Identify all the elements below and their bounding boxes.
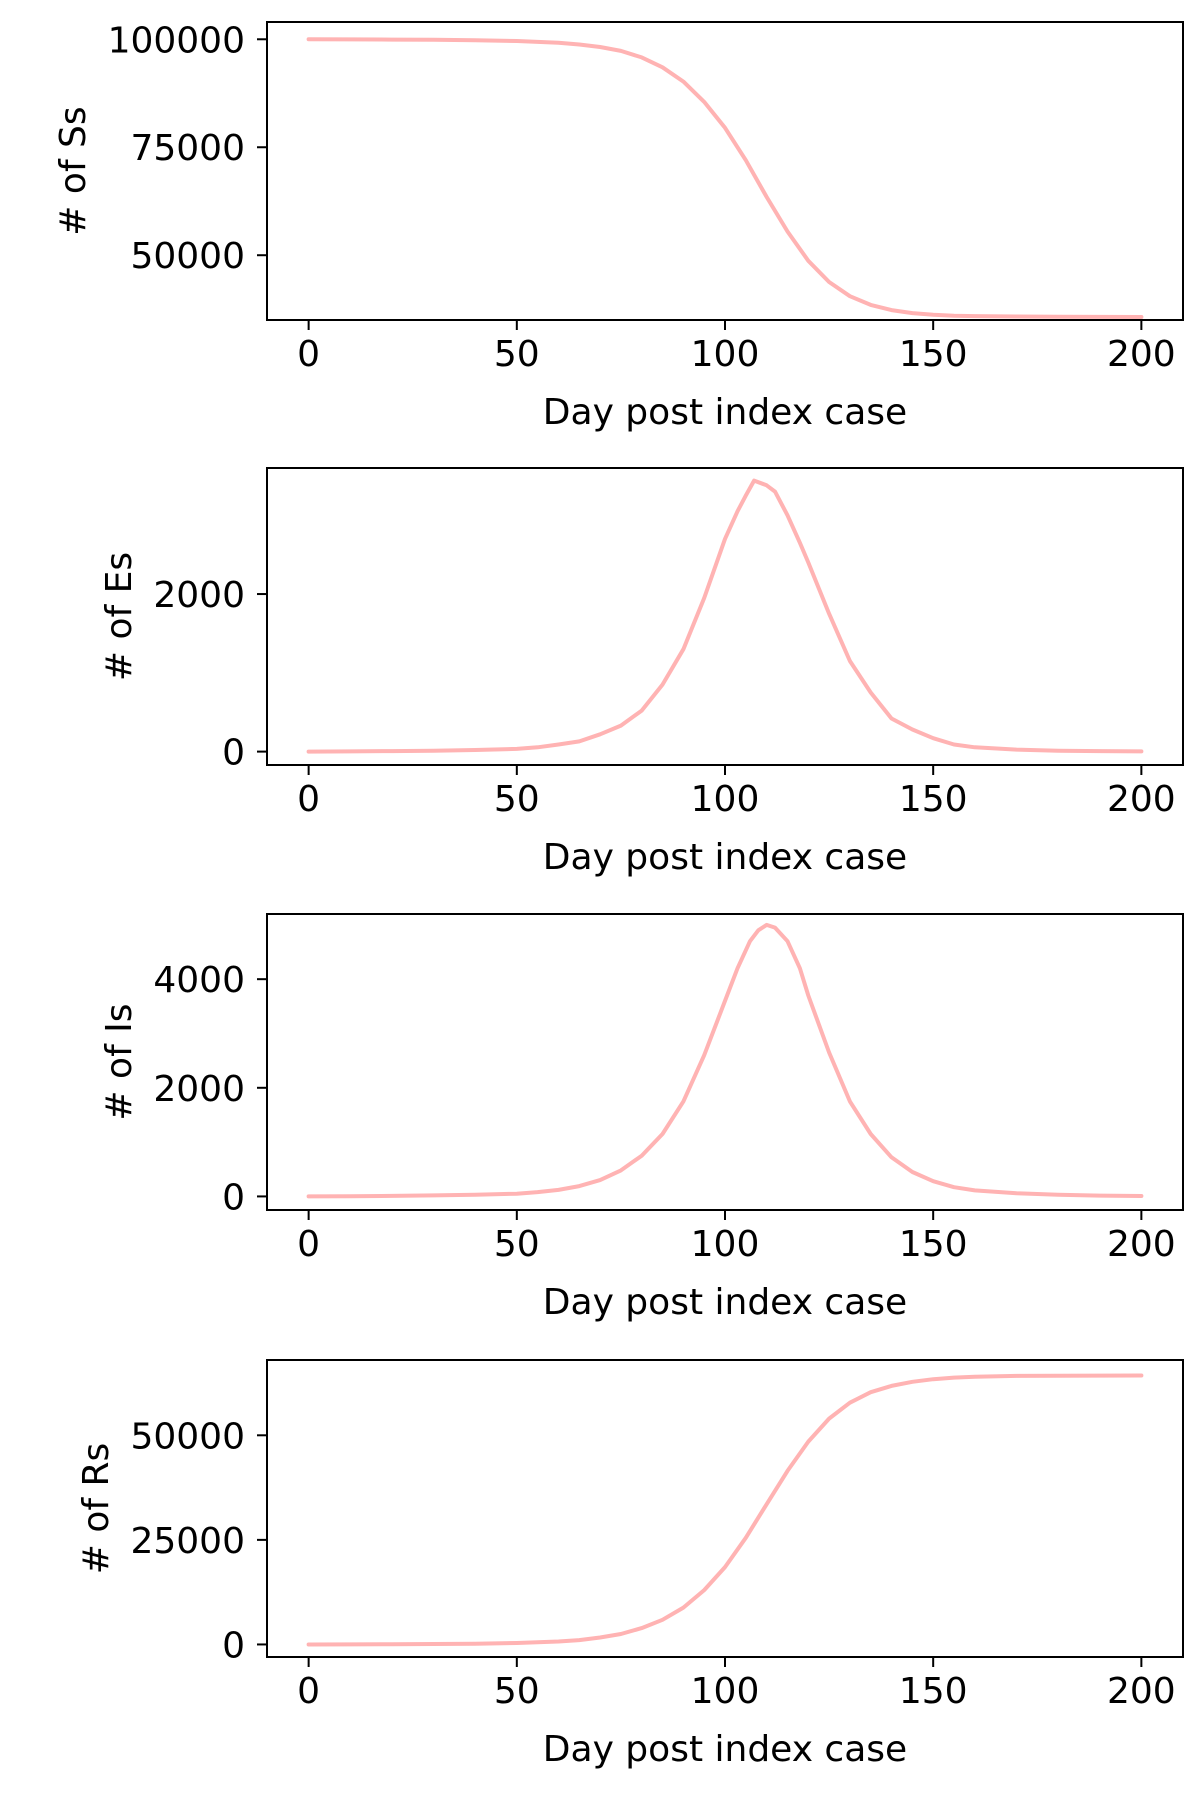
x-tick-label: 200 — [1107, 1671, 1176, 1712]
panel-1: 0 50 100 150 200 50000 75000 100000 Day post ind… — [53, 20, 1184, 433]
y-tick-label: 25000 — [130, 1521, 245, 1562]
x-tick-label: 150 — [899, 1671, 968, 1712]
x-tick-label: 0 — [297, 779, 320, 820]
panel-4: 0 50 100 150 200 0 25000 50000 Day post index ca… — [76, 1359, 1184, 1770]
plot-frame — [266, 1359, 1184, 1658]
plot-frame — [266, 467, 1184, 766]
series-line — [306, 478, 1144, 754]
y-axis-label: # of Es — [99, 552, 140, 681]
x-tick-label: 100 — [691, 1224, 760, 1265]
x-tick-label: 100 — [691, 779, 760, 820]
y-axis-label: # of Ss — [53, 106, 94, 235]
x-axis-label: Day post index case — [543, 837, 907, 878]
x-tick-label: 50 — [494, 1224, 540, 1265]
x-tick-label: 50 — [494, 1671, 540, 1712]
series-line — [306, 37, 1144, 319]
y-tick-label: 0 — [222, 1625, 245, 1666]
y-tick-label: 4000 — [153, 960, 245, 1001]
x-tick-label: 50 — [494, 779, 540, 820]
y-tick-label: 2000 — [153, 1069, 245, 1110]
plot-frame — [266, 913, 1184, 1211]
x-tick-label: 200 — [1107, 1224, 1176, 1265]
x-tick-label: 200 — [1107, 779, 1176, 820]
y-tick-label: 100000 — [108, 20, 245, 61]
y-axis-label: # of Is — [99, 1003, 140, 1120]
x-tick-label: 200 — [1107, 334, 1176, 375]
y-tick-label: 75000 — [130, 128, 245, 169]
x-tick-label: 100 — [691, 334, 760, 375]
y-tick-label: 0 — [222, 733, 245, 774]
x-tick-label: 0 — [297, 1224, 320, 1265]
y-tick-label: 50000 — [130, 1416, 245, 1457]
x-axis-label: Day post index case — [543, 1729, 907, 1770]
y-axis-label: # of Rs — [76, 1443, 117, 1575]
x-tick-label: 50 — [494, 334, 540, 375]
y-tick-label: 50000 — [130, 236, 245, 277]
x-tick-label: 0 — [297, 1671, 320, 1712]
y-tick-label: 0 — [222, 1177, 245, 1218]
series-line — [306, 1373, 1144, 1647]
series-line — [306, 922, 1144, 1199]
x-tick-label: 0 — [297, 334, 320, 375]
x-axis-label: Day post index case — [543, 392, 907, 433]
plot-frame — [266, 21, 1184, 321]
x-tick-label: 150 — [899, 1224, 968, 1265]
x-tick-label: 150 — [899, 334, 968, 375]
x-tick-label: 100 — [691, 1671, 760, 1712]
y-tick-label: 2000 — [153, 575, 245, 616]
x-tick-label: 150 — [899, 779, 968, 820]
x-axis-label: Day post index case — [543, 1282, 907, 1323]
